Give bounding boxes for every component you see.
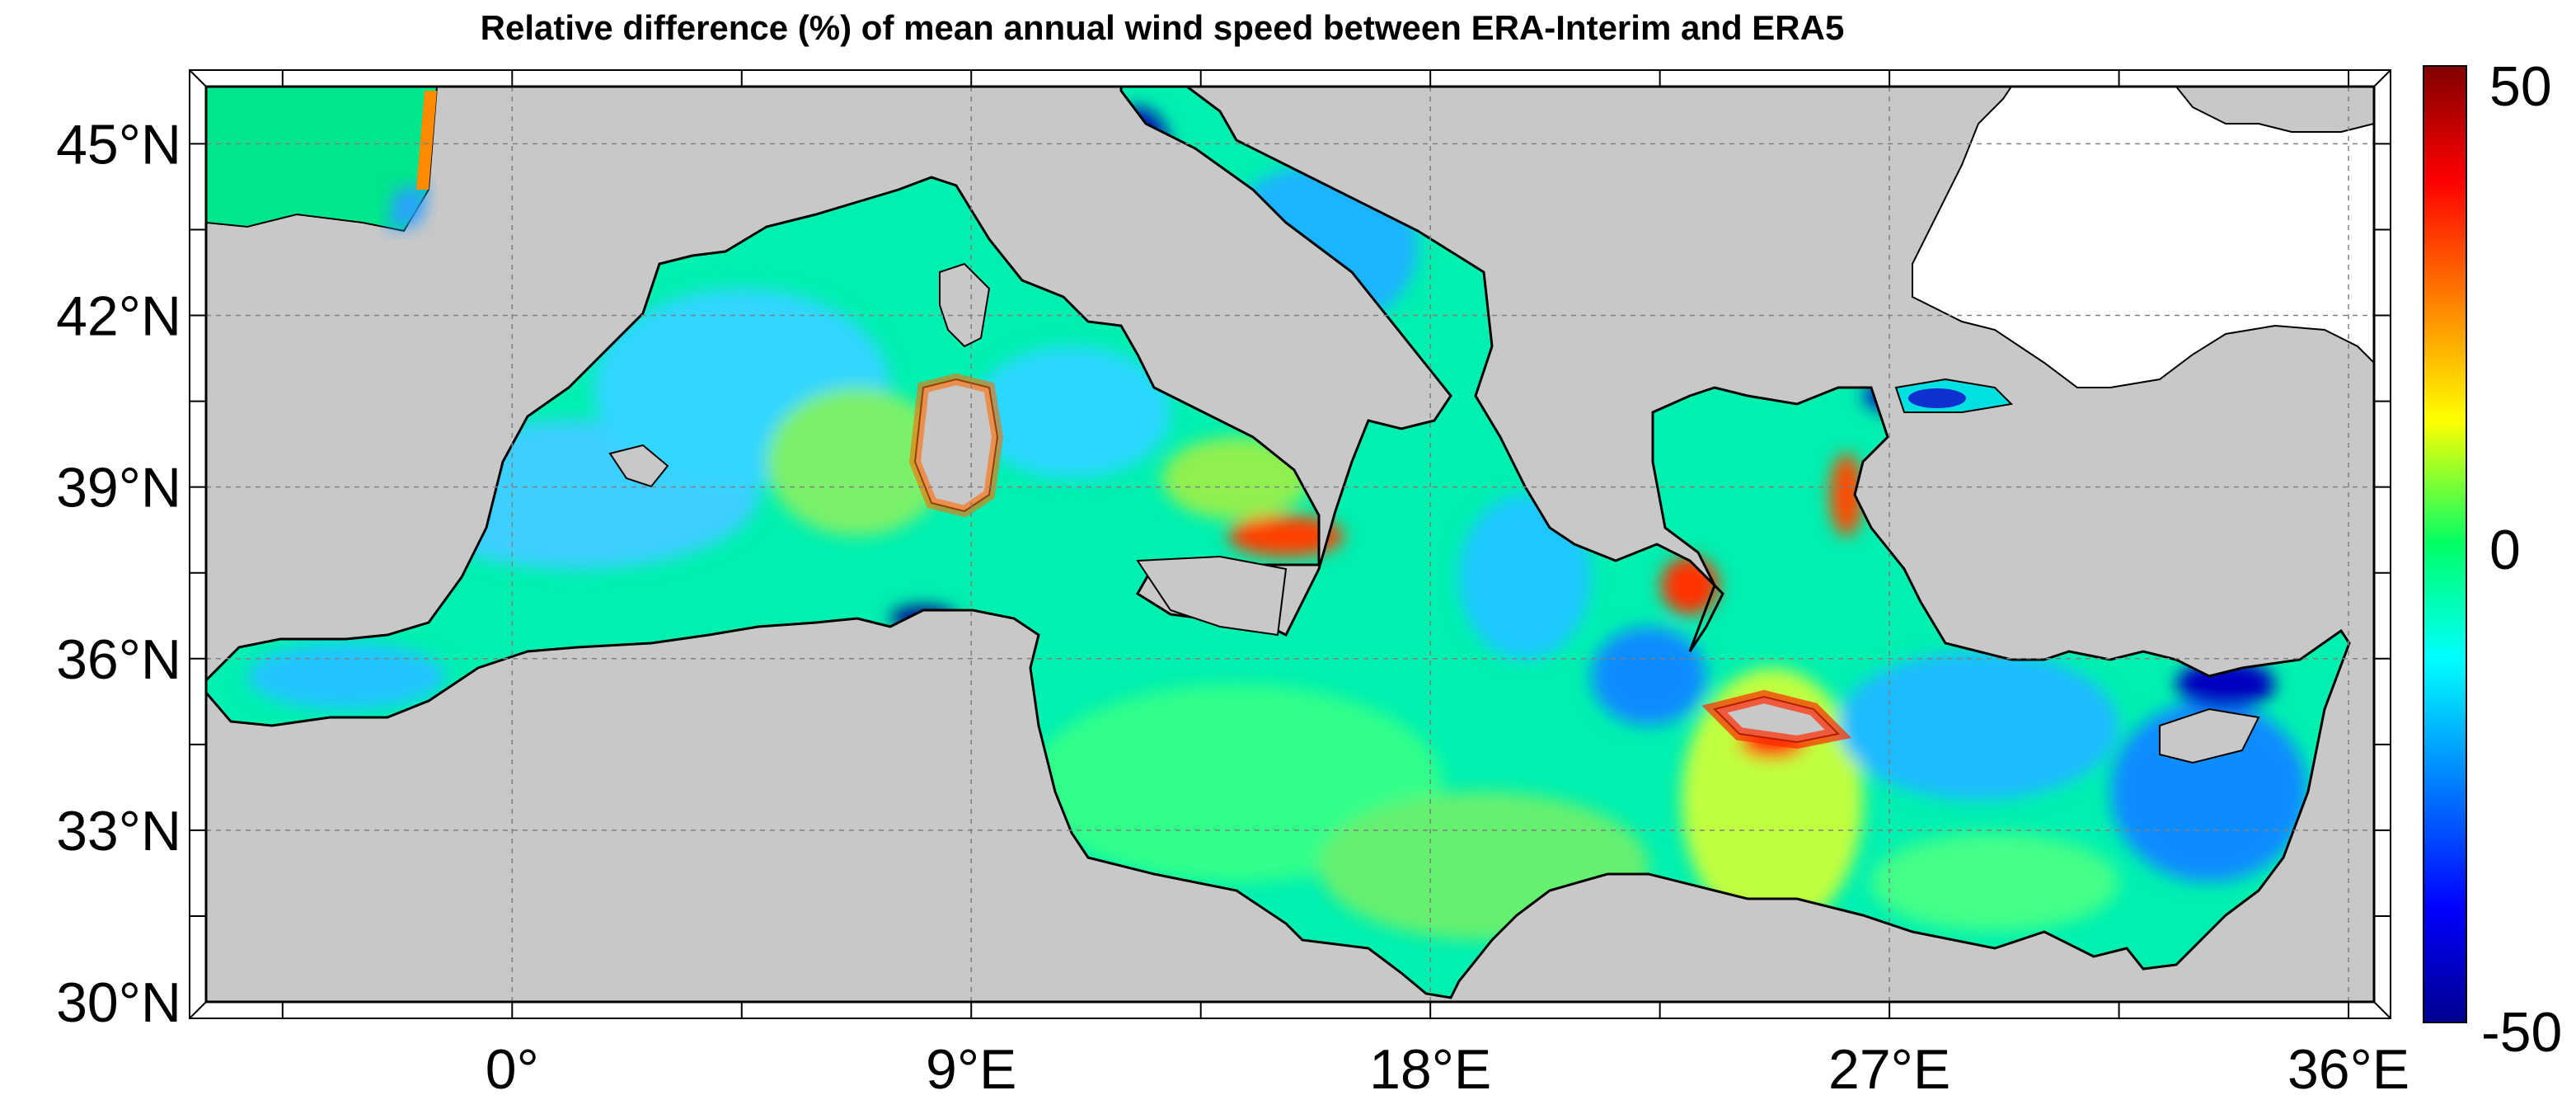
crimea-land	[2175, 87, 2374, 133]
marmara-blue-patch	[1908, 388, 1966, 408]
crete-edge	[1701, 689, 1852, 750]
lat-tick-label: 42°N	[56, 285, 181, 348]
colorbar-min-label: -50	[2481, 1001, 2562, 1064]
map-title: Relative difference (%) of mean annual w…	[480, 8, 1845, 47]
sicily-island	[1136, 555, 1288, 637]
lon-tick-label: 27°E	[1828, 1038, 1950, 1101]
coastline	[206, 87, 2351, 999]
lat-tick-label: 45°N	[56, 113, 181, 176]
balearic-island	[608, 444, 669, 488]
colorbar	[2423, 65, 2467, 1023]
lat-tick-label: 30°N	[56, 971, 181, 1034]
lat-tick-label: 33°N	[56, 800, 181, 863]
lat-tick-label: 36°N	[56, 628, 181, 691]
colorbar-mid-label: 0	[2489, 519, 2521, 581]
map-frame	[204, 85, 2376, 1004]
lon-tick-label: 9°E	[926, 1038, 1016, 1101]
sardinia-edge	[908, 373, 1004, 518]
lon-tick-label: 36°E	[2287, 1038, 2409, 1101]
cyprus-island	[2159, 707, 2260, 764]
lon-tick-label: 0°	[486, 1038, 539, 1101]
corsica-island	[939, 262, 991, 348]
atlantic-coast-edge	[416, 91, 437, 190]
outside-domain-area	[1912, 87, 2374, 388]
colorbar-max-label: 50	[2489, 55, 2552, 118]
atlantic-blue-patch	[387, 186, 429, 231]
lon-tick-label: 18°E	[1369, 1038, 1491, 1101]
map-outer-frame	[189, 69, 2391, 1019]
lat-tick-label: 39°N	[56, 457, 181, 519]
